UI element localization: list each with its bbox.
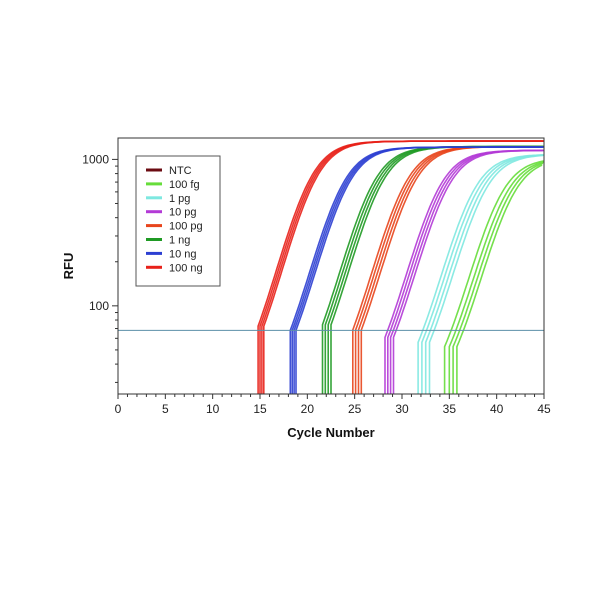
- series-1-pg: [417, 154, 544, 394]
- legend-box: [135, 155, 221, 287]
- x-tick-label: 25: [348, 402, 362, 416]
- x-axis: 0 5 10 15 20 25 30 35 40 45: [115, 394, 551, 416]
- legend-label: 100 ng: [169, 262, 203, 274]
- curve-100-fg-rep-1: [443, 160, 544, 394]
- curve-100-fg-rep-4: [456, 164, 543, 394]
- curve-1-ng-rep-4: [330, 145, 544, 394]
- series-10-ng: [289, 146, 544, 394]
- series-100-fg: [443, 160, 544, 394]
- x-tick-label: 30: [395, 402, 409, 416]
- x-tick-label: 20: [301, 402, 315, 416]
- y-tick-label: 100: [89, 299, 109, 313]
- legend-label: 1 ng: [169, 235, 190, 247]
- curve-100-ng-rep-1: [257, 140, 543, 394]
- curve-1-pg-rep-4: [428, 154, 544, 394]
- curve-1-ng-rep-3: [327, 145, 544, 394]
- y-axis-title: RFU: [61, 253, 76, 280]
- curve-10-ng-rep-4: [295, 146, 543, 394]
- y-axis: 100 1000: [82, 152, 118, 383]
- amplification-curves: [257, 140, 544, 394]
- curve-10-pg-rep-4: [392, 149, 543, 394]
- y-tick-label: 1000: [82, 152, 109, 166]
- legend-label: 10 pg: [169, 207, 197, 219]
- plot-area-frame: [117, 137, 545, 395]
- x-tick-label: 40: [490, 402, 504, 416]
- x-tick-label: 10: [206, 402, 220, 416]
- curve-100-ng-rep-4: [263, 140, 544, 394]
- x-tick-label: 45: [537, 402, 551, 416]
- legend-label: 10 ng: [169, 248, 197, 260]
- curve-100-fg-rep-3: [452, 162, 544, 394]
- curve-100-fg-rep-2: [448, 161, 544, 394]
- x-tick-label: 15: [253, 402, 267, 416]
- legend-label: 100 pg: [169, 221, 203, 233]
- curve-1-pg-rep-1: [417, 154, 544, 394]
- series-10-pg: [384, 149, 544, 394]
- x-tick-label: 5: [162, 402, 169, 416]
- x-tick-label: 0: [115, 402, 122, 416]
- series-100-ng: [257, 140, 544, 394]
- curve-1-pg-rep-3: [424, 154, 544, 394]
- legend-label: NTC: [169, 165, 192, 177]
- x-tick-label: 35: [443, 402, 457, 416]
- x-axis-title: Cycle Number: [287, 425, 374, 440]
- legend-label: 1 pg: [169, 193, 190, 205]
- curve-100-ng-rep-3: [261, 140, 544, 394]
- legend-label: 100 fg: [169, 179, 200, 191]
- curve-100-ng-rep-2: [259, 140, 544, 394]
